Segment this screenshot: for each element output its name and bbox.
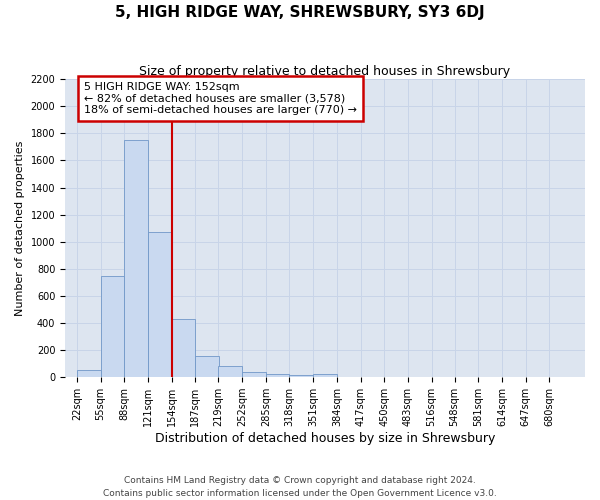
Bar bbox=[124, 140, 148, 377]
Bar bbox=[148, 232, 172, 377]
Bar bbox=[242, 372, 266, 377]
Bar bbox=[101, 276, 124, 377]
Text: 5 HIGH RIDGE WAY: 152sqm
← 82% of detached houses are smaller (3,578)
18% of sem: 5 HIGH RIDGE WAY: 152sqm ← 82% of detach… bbox=[84, 82, 357, 115]
X-axis label: Distribution of detached houses by size in Shrewsbury: Distribution of detached houses by size … bbox=[155, 432, 495, 445]
Bar bbox=[172, 319, 196, 377]
Text: 5, HIGH RIDGE WAY, SHREWSBURY, SY3 6DJ: 5, HIGH RIDGE WAY, SHREWSBURY, SY3 6DJ bbox=[115, 5, 485, 20]
Bar bbox=[266, 374, 289, 377]
Text: Contains HM Land Registry data © Crown copyright and database right 2024.
Contai: Contains HM Land Registry data © Crown c… bbox=[103, 476, 497, 498]
Bar bbox=[289, 375, 313, 377]
Bar bbox=[313, 374, 337, 377]
Bar bbox=[196, 356, 219, 377]
Title: Size of property relative to detached houses in Shrewsbury: Size of property relative to detached ho… bbox=[139, 65, 511, 78]
Bar bbox=[218, 366, 242, 377]
Y-axis label: Number of detached properties: Number of detached properties bbox=[15, 140, 25, 316]
Bar bbox=[77, 370, 101, 377]
